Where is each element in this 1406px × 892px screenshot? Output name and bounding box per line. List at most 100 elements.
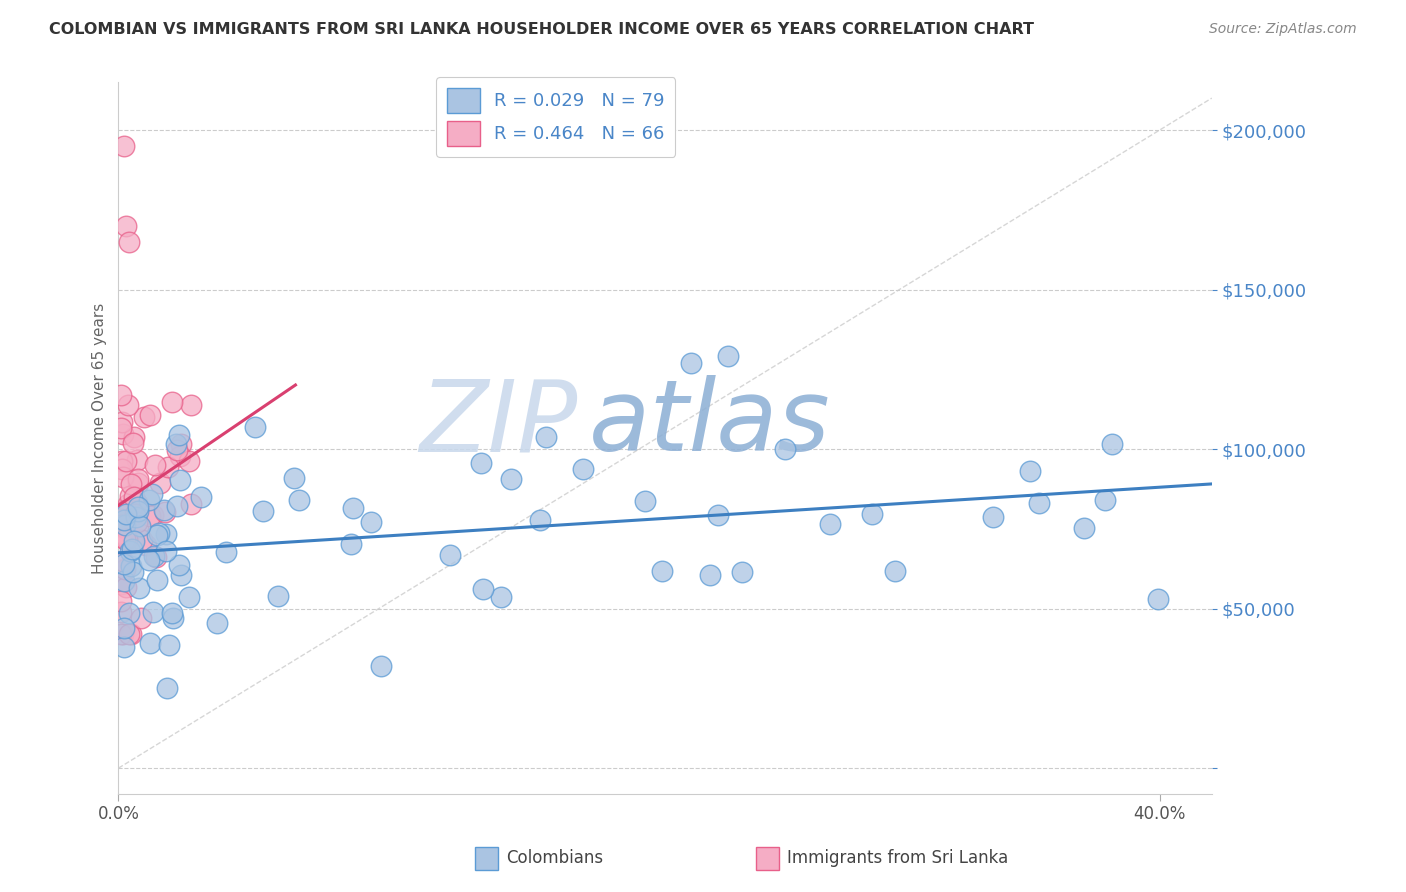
Point: [120, 476, 142, 491]
Point: [115, 503, 138, 517]
Point: [572, 462, 595, 476]
Point: [127, 504, 149, 518]
Point: [120, 543, 142, 558]
Point: [162, 611, 184, 625]
Point: [115, 532, 138, 546]
Point: [156, 681, 179, 696]
Point: [110, 420, 132, 434]
Point: [166, 442, 188, 457]
Point: [122, 534, 145, 549]
Point: [112, 640, 135, 654]
Point: [124, 509, 146, 524]
Point: [110, 388, 132, 402]
Point: [470, 456, 492, 470]
Point: [717, 349, 740, 363]
Text: Source: ZipAtlas.com: Source: ZipAtlas.com: [1209, 22, 1357, 37]
Point: [142, 508, 165, 523]
Point: [731, 565, 754, 579]
Point: [170, 436, 193, 450]
Point: [110, 512, 132, 526]
Point: [112, 627, 135, 641]
Point: [135, 538, 157, 552]
Point: [122, 534, 145, 549]
Point: [114, 517, 136, 532]
Point: [142, 605, 165, 619]
Text: ZIP: ZIP: [419, 376, 578, 472]
Point: [283, 471, 305, 485]
Text: atlas: atlas: [589, 376, 830, 472]
Point: [112, 527, 135, 541]
Point: [111, 553, 134, 567]
Point: [114, 532, 136, 546]
Point: [121, 541, 143, 556]
Point: [149, 476, 172, 491]
Point: [157, 638, 180, 652]
Point: [155, 544, 177, 558]
Point: [111, 507, 134, 521]
Point: [160, 606, 183, 620]
Point: [110, 576, 132, 591]
Point: [124, 508, 146, 522]
Point: [114, 531, 136, 545]
Point: [110, 415, 132, 429]
Point: [287, 493, 309, 508]
Point: [127, 500, 149, 515]
Point: [120, 489, 142, 503]
Point: [111, 462, 134, 476]
Point: [1028, 496, 1050, 510]
Point: [177, 454, 200, 468]
Point: [205, 615, 228, 630]
Point: [153, 502, 176, 516]
Point: [360, 515, 382, 529]
Point: [215, 545, 238, 559]
Point: [114, 562, 136, 576]
Point: [501, 471, 523, 485]
Point: [167, 427, 190, 442]
Point: [121, 435, 143, 450]
Point: [169, 449, 191, 463]
Point: [1147, 592, 1170, 607]
Point: [681, 356, 703, 370]
Point: [342, 501, 364, 516]
Point: [111, 426, 134, 441]
Point: [143, 458, 166, 473]
Point: [155, 505, 177, 519]
Point: [180, 497, 202, 511]
Point: [112, 621, 135, 635]
Point: [146, 528, 169, 542]
Point: [118, 627, 141, 641]
Point: [110, 517, 132, 532]
Point: [127, 515, 149, 529]
Point: [111, 454, 134, 468]
Point: [138, 509, 160, 524]
Point: [122, 430, 145, 444]
Point: [139, 636, 162, 650]
Point: [110, 531, 132, 545]
Point: [981, 510, 1004, 524]
Point: [112, 513, 135, 527]
Point: [111, 520, 134, 534]
Point: [118, 235, 141, 249]
Point: [148, 526, 170, 541]
Point: [439, 548, 461, 562]
Point: [252, 504, 274, 518]
Text: COLOMBIAN VS IMMIGRANTS FROM SRI LANKA HOUSEHOLDER INCOME OVER 65 YEARS CORRELAT: COLOMBIAN VS IMMIGRANTS FROM SRI LANKA H…: [49, 22, 1035, 37]
Point: [139, 408, 162, 422]
Y-axis label: Householder Income Over 65 years: Householder Income Over 65 years: [93, 302, 107, 574]
Point: [132, 409, 155, 424]
Point: [122, 490, 145, 504]
Point: [141, 487, 163, 501]
Point: [180, 398, 202, 412]
Point: [117, 398, 139, 412]
Point: [120, 559, 142, 574]
Point: [143, 549, 166, 563]
Point: [138, 553, 160, 567]
Point: [170, 567, 193, 582]
Point: [127, 453, 149, 467]
Point: [127, 475, 149, 490]
Point: [131, 533, 153, 548]
Point: [160, 394, 183, 409]
Point: [165, 437, 187, 451]
Point: [111, 470, 134, 484]
Point: [707, 508, 730, 523]
